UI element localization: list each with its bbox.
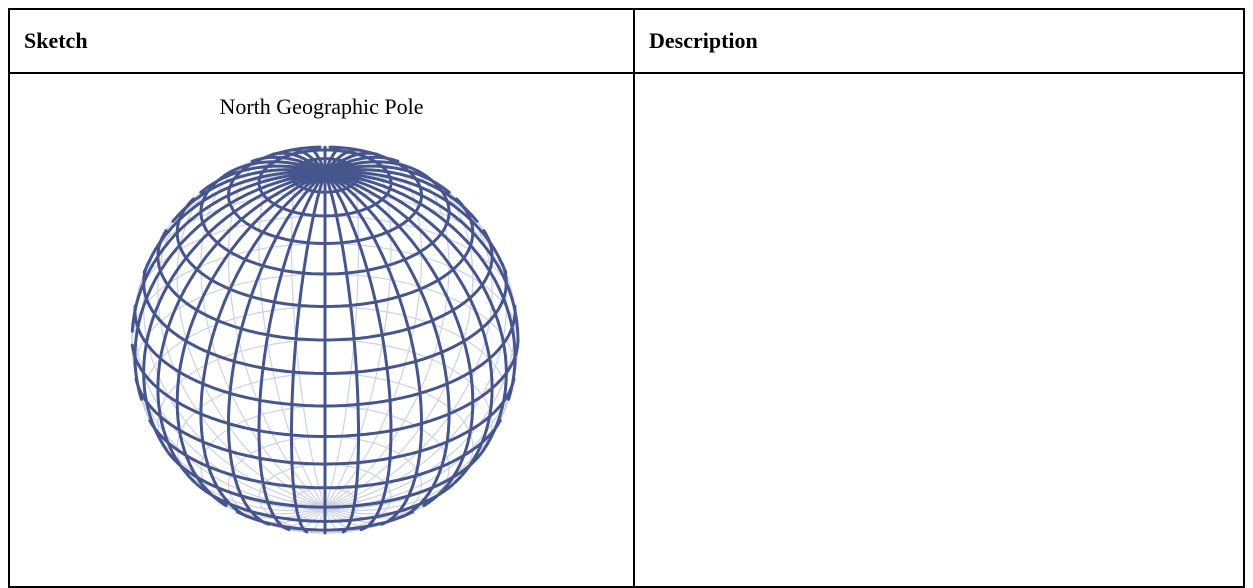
sketch-caption: North Geographic Pole [219, 94, 424, 119]
header-cell: Sketch [24, 28, 88, 53]
globe-front-lines [130, 145, 520, 535]
globe-sketch [130, 145, 520, 535]
header-cell: Description [649, 28, 758, 53]
page: Sketch Description North Geographic Pole… [8, 8, 1245, 588]
column-divider [633, 10, 635, 586]
row-divider [10, 72, 1243, 74]
